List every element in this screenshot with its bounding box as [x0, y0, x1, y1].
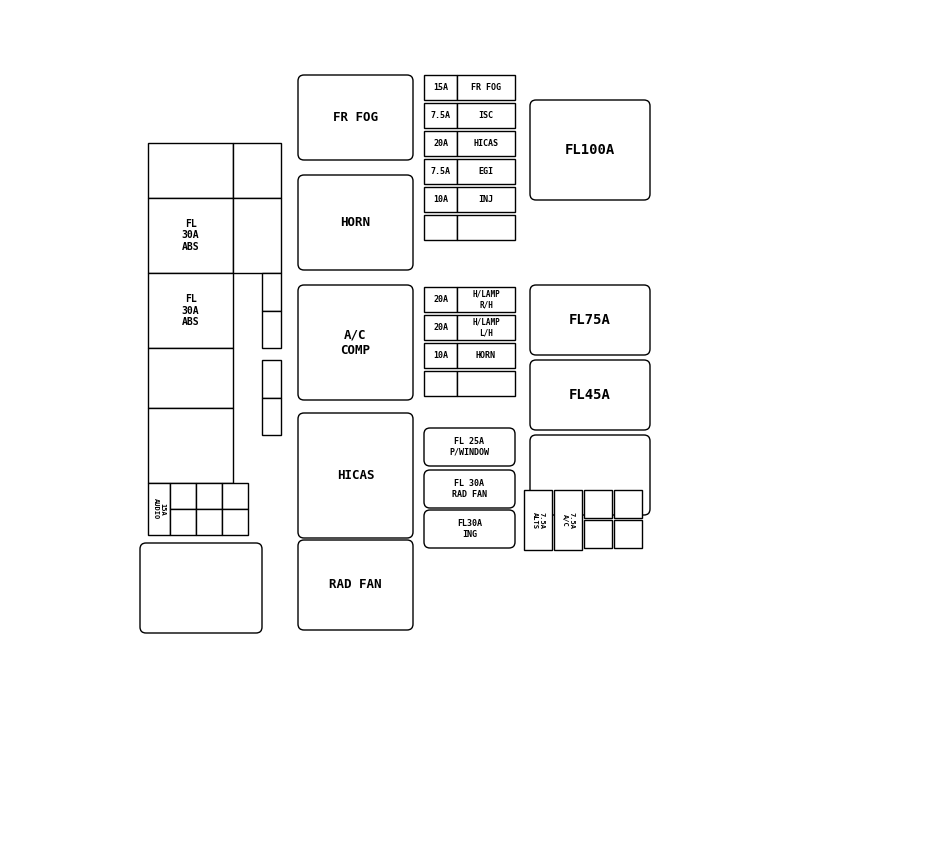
FancyBboxPatch shape [298, 75, 413, 160]
Text: A/C
COMP: A/C COMP [341, 328, 370, 357]
Text: ISC: ISC [478, 111, 493, 120]
Bar [423, 131, 457, 156]
Bar [423, 75, 457, 100]
Bar [262, 311, 280, 348]
Bar [148, 273, 233, 348]
Bar [584, 490, 612, 518]
Bar [262, 398, 280, 435]
Bar [613, 520, 641, 548]
Text: H/LAMP
R/H: H/LAMP R/H [471, 289, 499, 309]
Text: 7.5A: 7.5A [430, 167, 450, 176]
FancyBboxPatch shape [423, 470, 514, 508]
Bar [148, 408, 233, 483]
Bar [457, 287, 514, 312]
Text: 7.5A
ALTS: 7.5A ALTS [531, 511, 544, 529]
Bar [457, 343, 514, 368]
FancyBboxPatch shape [140, 543, 262, 633]
Text: FL100A: FL100A [564, 143, 614, 157]
Text: FL45A: FL45A [569, 388, 611, 402]
FancyBboxPatch shape [298, 285, 413, 400]
Bar [170, 483, 196, 509]
Bar [262, 273, 280, 311]
Bar [523, 490, 551, 550]
Bar [262, 360, 280, 398]
Bar [584, 520, 612, 548]
Text: FL 25A
P/WINDOW: FL 25A P/WINDOW [449, 437, 489, 457]
FancyBboxPatch shape [423, 428, 514, 466]
Text: H/LAMP
L/H: H/LAMP L/H [471, 318, 499, 337]
Bar [457, 371, 514, 396]
Bar [423, 371, 457, 396]
Bar [196, 509, 222, 535]
Text: FL75A: FL75A [569, 313, 611, 327]
Text: RAD FAN: RAD FAN [329, 579, 381, 592]
Bar [457, 159, 514, 184]
Bar [222, 509, 248, 535]
Text: HICAS: HICAS [336, 469, 374, 482]
Bar [233, 143, 280, 198]
Text: FL
30A
ABS: FL 30A ABS [182, 294, 200, 327]
FancyBboxPatch shape [298, 540, 413, 630]
Bar [423, 215, 457, 240]
Bar [457, 131, 514, 156]
FancyBboxPatch shape [423, 510, 514, 548]
Bar [170, 509, 196, 535]
Text: 20A: 20A [432, 323, 447, 332]
Text: HICAS: HICAS [473, 139, 498, 148]
Text: 15A: 15A [432, 83, 447, 92]
Bar [457, 75, 514, 100]
Bar [196, 483, 222, 509]
Bar [553, 490, 581, 550]
FancyBboxPatch shape [530, 285, 650, 355]
FancyBboxPatch shape [530, 100, 650, 200]
Text: FR FOG: FR FOG [470, 83, 500, 92]
Bar [613, 490, 641, 518]
Text: FL 30A
RAD FAN: FL 30A RAD FAN [452, 480, 486, 499]
Text: HORN: HORN [475, 351, 496, 360]
Text: FR FOG: FR FOG [332, 111, 378, 124]
Bar [148, 348, 233, 408]
Text: 7.5A: 7.5A [430, 111, 450, 120]
Bar [423, 287, 457, 312]
Bar [457, 215, 514, 240]
Bar [148, 198, 233, 273]
Text: FL
30A
ABS: FL 30A ABS [182, 219, 200, 252]
Text: EGI: EGI [478, 167, 493, 176]
Bar [222, 483, 248, 509]
Text: 15A
AUDIO: 15A AUDIO [152, 499, 165, 519]
FancyBboxPatch shape [298, 175, 413, 270]
Bar [423, 343, 457, 368]
Text: FL30A
ING: FL30A ING [457, 519, 482, 538]
Text: HORN: HORN [341, 216, 370, 229]
Bar [457, 103, 514, 128]
FancyBboxPatch shape [530, 435, 650, 515]
Bar [423, 187, 457, 212]
Bar [423, 315, 457, 340]
Bar [457, 315, 514, 340]
Text: 10A: 10A [432, 351, 447, 360]
Text: 20A: 20A [432, 295, 447, 304]
FancyBboxPatch shape [298, 413, 413, 538]
Bar [457, 187, 514, 212]
Bar [423, 103, 457, 128]
Text: 10A: 10A [432, 195, 447, 204]
FancyBboxPatch shape [530, 360, 650, 430]
Text: 7.5A
A/C: 7.5A A/C [561, 511, 574, 529]
Bar [148, 483, 170, 535]
Bar [423, 159, 457, 184]
Bar [233, 198, 280, 273]
Bar [148, 143, 233, 198]
Text: 20A: 20A [432, 139, 447, 148]
Text: INJ: INJ [478, 195, 493, 204]
